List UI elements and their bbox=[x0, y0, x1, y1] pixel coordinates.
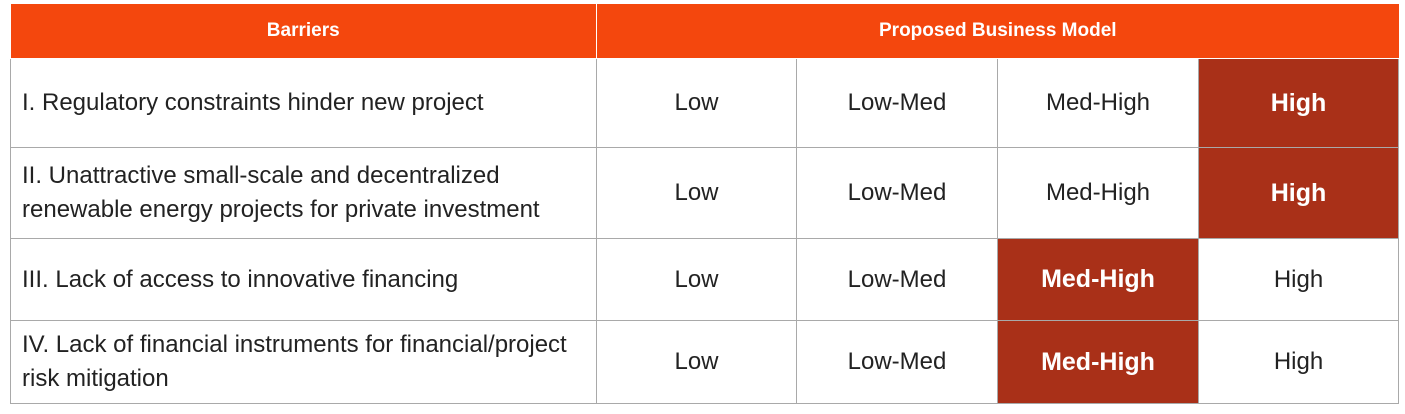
level-cell-low: Low bbox=[596, 238, 797, 321]
level-cell-high: High bbox=[1197, 147, 1400, 239]
barrier-cell: IV. Lack of financial instruments for fi… bbox=[10, 320, 597, 404]
level-cell-high: High bbox=[1197, 320, 1400, 404]
level-cell-med-high: Med-High bbox=[997, 147, 1199, 239]
level-cell-low-med: Low-Med bbox=[796, 238, 998, 321]
barrier-cell: III. Lack of access to innovative financ… bbox=[10, 238, 597, 321]
level-cell-med-high: Med-High bbox=[997, 58, 1199, 148]
level-cell-med-high: Med-High bbox=[997, 320, 1199, 404]
level-cell-low-med: Low-Med bbox=[796, 147, 998, 239]
table-row: I. Regulatory constraints hinder new pro… bbox=[10, 58, 1400, 148]
level-cell-low: Low bbox=[596, 58, 797, 148]
header-barriers: Barriers bbox=[10, 4, 597, 59]
level-cell-low: Low bbox=[596, 320, 797, 404]
table-row: III. Lack of access to innovative financ… bbox=[10, 238, 1400, 321]
barrier-cell: I. Regulatory constraints hinder new pro… bbox=[10, 58, 597, 148]
level-cell-low: Low bbox=[596, 147, 797, 239]
table-row: II. Unattractive small-scale and decentr… bbox=[10, 147, 1400, 239]
level-cell-med-high: Med-High bbox=[997, 238, 1199, 321]
level-cell-high: High bbox=[1197, 58, 1400, 148]
barrier-cell: II. Unattractive small-scale and decentr… bbox=[10, 147, 597, 239]
level-cell-low-med: Low-Med bbox=[796, 320, 998, 404]
header-proposed-business-model: Proposed Business Model bbox=[595, 4, 1399, 59]
table-header-row: Barriers Proposed Business Model bbox=[10, 4, 1399, 59]
level-cell-high: High bbox=[1197, 238, 1400, 321]
level-cell-low-med: Low-Med bbox=[796, 58, 998, 148]
barriers-business-model-table: Barriers Proposed Business Model I. Regu… bbox=[10, 4, 1400, 404]
table-row: IV. Lack of financial instruments for fi… bbox=[10, 320, 1400, 404]
